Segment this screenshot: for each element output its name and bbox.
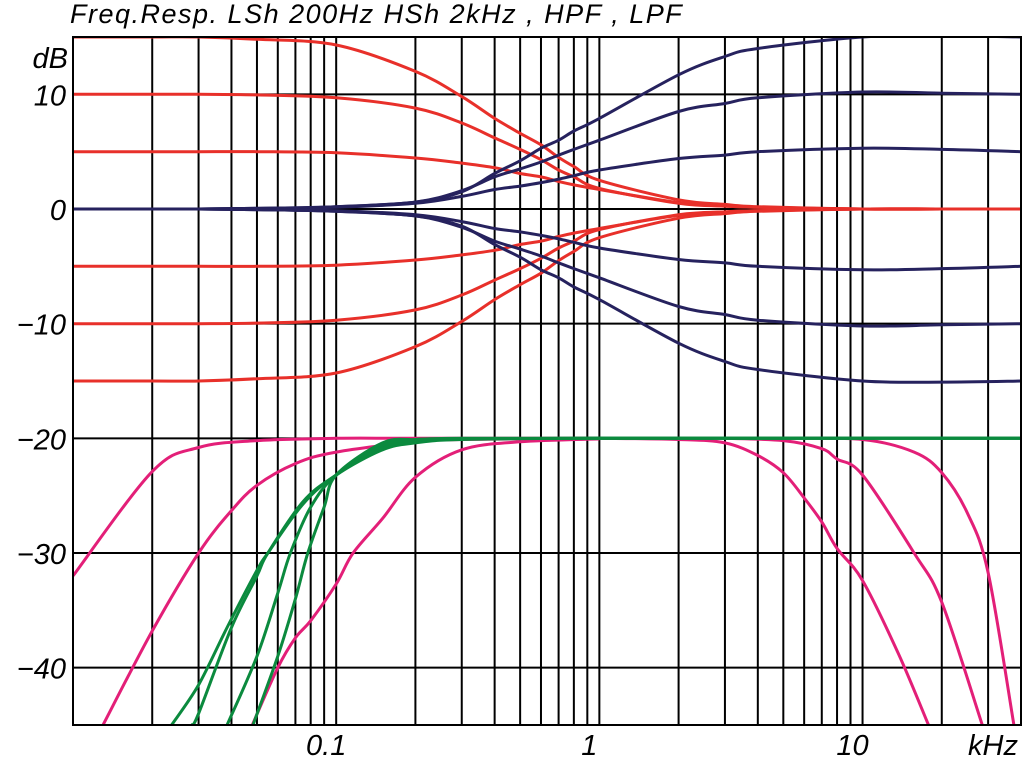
series-hpf-green-d bbox=[251, 436, 1021, 725]
curves bbox=[73, 37, 1021, 725]
x-tick-label: 10 bbox=[836, 730, 868, 760]
series-lsh-200hz-5db bbox=[73, 150, 1021, 211]
x-tick-label: 1 bbox=[581, 730, 597, 760]
y-tick-label: −10 bbox=[17, 310, 66, 342]
series-lpf-2 bbox=[724, 436, 984, 725]
y-axis-label: dB bbox=[33, 43, 68, 75]
y-tick-label: −40 bbox=[17, 654, 66, 686]
x-tick-label: 0.1 bbox=[306, 730, 346, 760]
chart-title: Freq.Resp. LSh 200Hz HSh 2kHz , HPF , LP… bbox=[70, 0, 683, 29]
x-axis-label: kHz bbox=[968, 730, 1018, 760]
series-hsh-2khz-15db bbox=[73, 207, 1021, 384]
y-tick-label: 10 bbox=[34, 80, 66, 112]
series-lsh-200hz-15db bbox=[73, 207, 1021, 383]
series-hpf-3 bbox=[250, 437, 600, 725]
series-lpf-1 bbox=[599, 436, 930, 725]
y-tick-label: −20 bbox=[17, 424, 66, 456]
plot-frame bbox=[72, 36, 1022, 726]
y-tick-label: −30 bbox=[17, 539, 66, 571]
y-tick-label: 0 bbox=[50, 195, 66, 227]
